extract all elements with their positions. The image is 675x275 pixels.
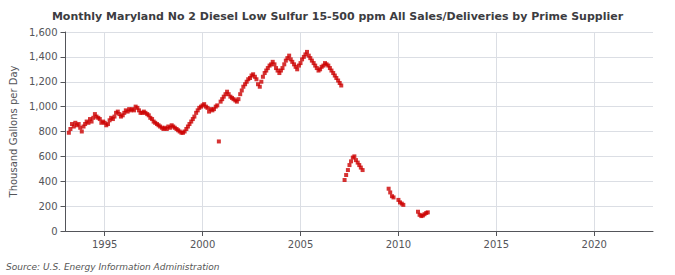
svg-text:1995: 1995 [92,239,117,250]
svg-text:2015: 2015 [484,239,509,250]
svg-text:400: 400 [38,176,57,187]
svg-text:2000: 2000 [190,239,215,250]
svg-text:2020: 2020 [582,239,607,250]
svg-text:2010: 2010 [386,239,411,250]
svg-text:800: 800 [38,126,57,137]
svg-text:Monthly Maryland No 2 Diesel L: Monthly Maryland No 2 Diesel Low Sulfur … [52,10,624,23]
svg-text:1,400: 1,400 [29,51,58,62]
svg-text:600: 600 [38,151,57,162]
svg-text:1,600: 1,600 [29,27,58,38]
svg-text:200: 200 [38,201,57,212]
svg-text:Source: U.S. Energy Informatio: Source: U.S. Energy Information Administ… [6,262,220,272]
svg-text:Thousand Gallons per Day: Thousand Gallons per Day [8,65,19,198]
svg-text:0: 0 [51,226,57,237]
svg-text:1,000: 1,000 [29,101,58,112]
svg-text:2005: 2005 [288,239,313,250]
svg-text:1,200: 1,200 [29,76,58,87]
